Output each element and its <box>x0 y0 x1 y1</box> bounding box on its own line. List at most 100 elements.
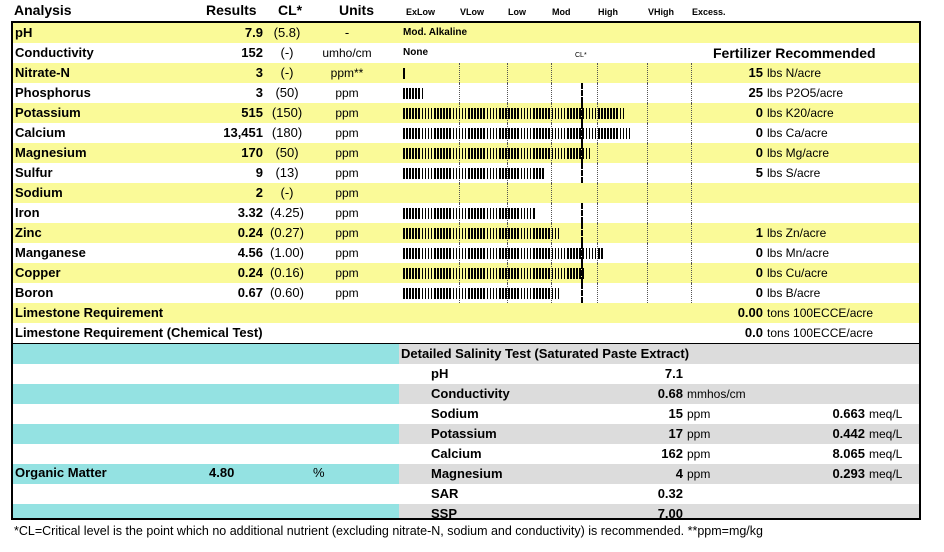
level-bar-tick <box>464 248 467 259</box>
level-bar-tick <box>523 128 526 139</box>
level-bar-tick <box>430 148 433 159</box>
level-bar-tick <box>403 108 405 119</box>
nutrient-row: Nitrate-N 3 (-) ppm** 15 lbs N/acre <box>13 63 919 83</box>
level-bar-tick <box>502 248 504 259</box>
level-bar-tick <box>421 228 424 239</box>
level-bar-tick <box>508 168 510 179</box>
nutrient-name: Manganese <box>15 245 86 260</box>
level-bar-tick <box>449 168 451 179</box>
left-band <box>13 504 399 518</box>
level-gridline <box>647 263 648 283</box>
level-bar-tick <box>610 108 612 119</box>
level-bar-tick <box>492 208 495 219</box>
level-bar-tick <box>529 128 532 139</box>
level-bar-tick <box>486 288 489 299</box>
level-bar-tick <box>474 168 476 179</box>
level-bar-tick <box>415 128 417 139</box>
level-bar-tick <box>517 268 520 279</box>
level-bar-tick <box>424 228 427 239</box>
level-bar-tick <box>622 108 625 119</box>
level-bar-tick <box>557 228 560 239</box>
salinity-meq <box>793 364 865 384</box>
level-bar-tick <box>566 108 569 119</box>
level-bar-tick <box>424 168 427 179</box>
level-bar-tick <box>554 128 557 139</box>
level-bar-tick <box>495 248 498 259</box>
level-gridline <box>691 123 692 143</box>
level-bar-tick <box>576 248 578 259</box>
salinity-row: Conductivity 0.68 mmhos/cm <box>13 384 919 404</box>
level-bar-tick <box>461 228 464 239</box>
salinity-unit: ppm <box>687 447 711 461</box>
nutrient-cl: (0.27) <box>270 225 304 240</box>
level-bar-tick <box>458 248 461 259</box>
level-bar-tick <box>554 288 557 299</box>
recommendation-unit: lbs Zn/acre <box>767 226 827 240</box>
level-bar-tick <box>514 128 516 139</box>
level-bar-tick <box>495 268 498 279</box>
recommendation-unit: lbs P2O5/acre <box>767 86 844 100</box>
level-bar-tick <box>604 128 606 139</box>
level-bar-tick <box>526 108 529 119</box>
level-bar-tick <box>412 168 414 179</box>
level-gridline <box>691 203 692 223</box>
nutrient-row: Potassium 515 (150) ppm 0 lbs K20/acre <box>13 103 919 123</box>
level-bar-graph <box>403 288 560 299</box>
level-bar-tick <box>489 268 492 279</box>
level-bar-tick <box>526 268 529 279</box>
level-bar-tick <box>464 228 467 239</box>
level-bar-tick <box>480 128 482 139</box>
level-gridline <box>507 263 508 283</box>
level-bar-tick <box>517 128 520 139</box>
salinity-row: Magnesium 4 ppm 0.293 meq/L <box>13 464 919 484</box>
level-bar-tick <box>523 148 526 159</box>
nutrient-name: Calcium <box>15 125 66 140</box>
level-bar-tick <box>505 108 507 119</box>
level-bar-tick <box>437 108 439 119</box>
level-bar-tick <box>628 128 631 139</box>
nutrient-unit: ppm <box>335 166 359 180</box>
level-bar-tick <box>409 88 411 99</box>
nutrient-unit: ppm <box>335 226 359 240</box>
level-bar-tick <box>427 168 430 179</box>
level-bar-tick <box>523 248 526 259</box>
level-bar-tick <box>412 288 414 299</box>
level-bar-tick <box>532 288 535 299</box>
level-bar-tick <box>551 228 554 239</box>
level-bar-tick <box>532 248 535 259</box>
salinity-meq: 0.663 <box>832 406 865 421</box>
level-bar-tick <box>511 128 513 139</box>
level-bar-tick <box>403 68 405 79</box>
level-bar-tick <box>418 128 421 139</box>
level-bar-tick <box>455 268 458 279</box>
level-bar-tick <box>461 108 464 119</box>
level-bar-tick <box>492 288 495 299</box>
nutrient-result: 3 <box>255 85 263 100</box>
level-bar-tick <box>461 268 464 279</box>
level-bar-tick <box>424 148 427 159</box>
level-bar-tick <box>536 168 538 179</box>
level-bar-tick <box>458 288 461 299</box>
level-bar-tick <box>486 108 489 119</box>
level-bar-tick <box>440 128 442 139</box>
level-bar-tick <box>480 288 482 299</box>
level-bar-tick <box>443 148 445 159</box>
level-bar-tick <box>421 108 424 119</box>
level-bar-tick <box>464 108 467 119</box>
level-bar-tick <box>452 128 455 139</box>
level-bar-tick <box>403 88 405 99</box>
level-bar-tick <box>443 168 445 179</box>
level-bar-tick <box>551 288 554 299</box>
level-bar-tick <box>498 268 501 279</box>
level-gridline <box>647 123 648 143</box>
level-bar-tick <box>604 108 606 119</box>
level-bar-tick <box>548 248 550 259</box>
nutrient-unit: ppm <box>335 146 359 160</box>
level-bar-tick <box>523 208 526 219</box>
level-bar-tick <box>492 248 495 259</box>
level-gridline <box>647 183 648 203</box>
level-bar-tick <box>532 228 535 239</box>
level-bar-tick <box>502 108 504 119</box>
level-bar-tick <box>461 208 464 219</box>
level-bar-tick <box>505 268 507 279</box>
